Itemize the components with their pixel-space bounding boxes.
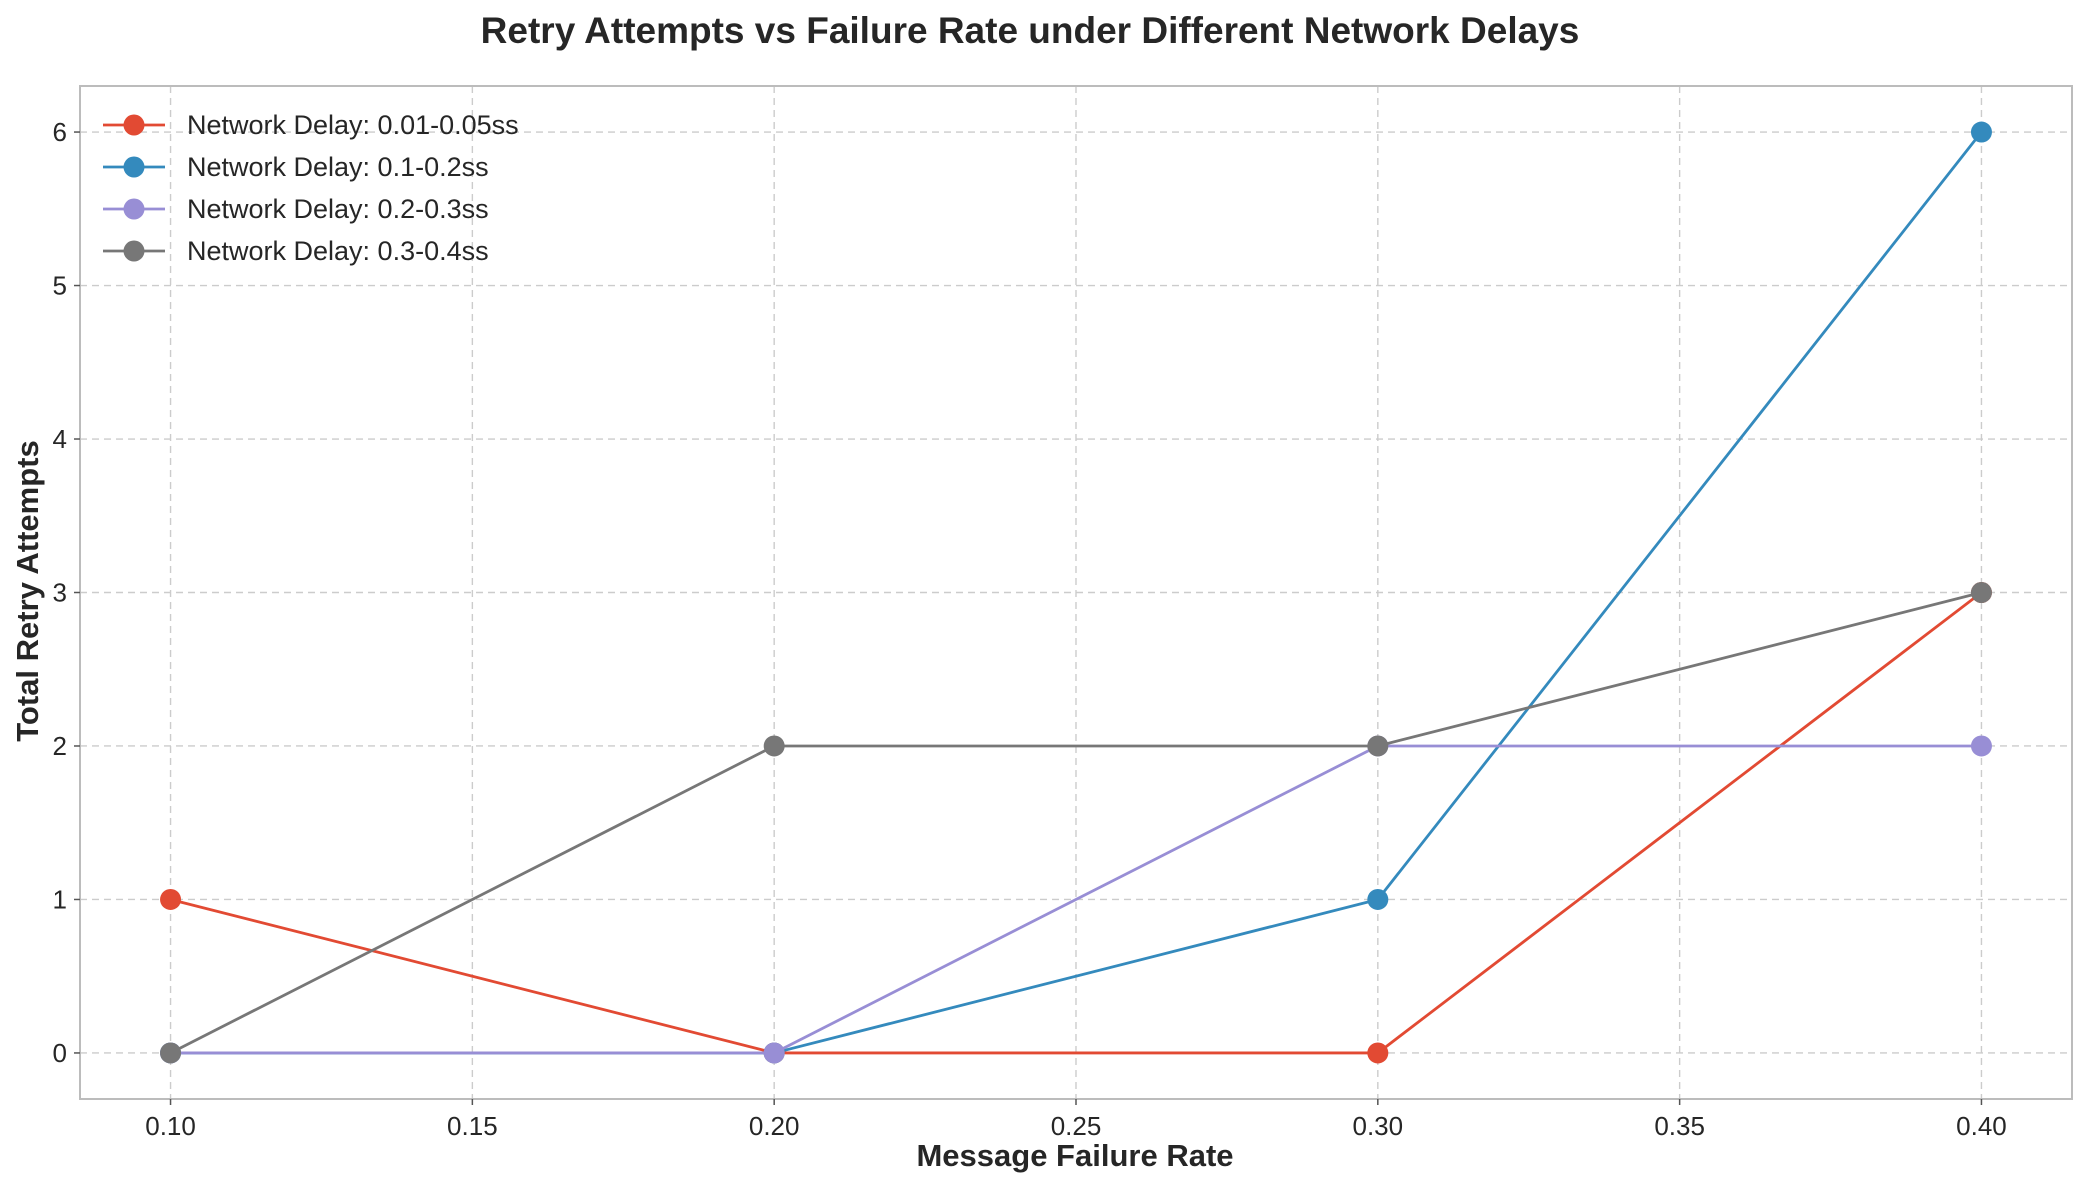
data-point — [1367, 735, 1389, 757]
legend-marker — [123, 156, 145, 178]
x-tick-label: 0.20 — [749, 1111, 800, 1141]
legend-marker — [123, 114, 145, 136]
data-point — [160, 1042, 182, 1064]
y-tick-label: 0 — [53, 1038, 67, 1068]
data-point — [1367, 888, 1389, 910]
legend-label: Network Delay: 0.3-0.4ss — [187, 236, 489, 266]
data-point — [763, 735, 785, 757]
data-point — [1970, 735, 1992, 757]
y-tick-label: 4 — [53, 424, 67, 454]
legend-marker — [123, 198, 145, 220]
series-group — [160, 121, 1992, 1064]
x-tick-label: 0.35 — [1654, 1111, 1705, 1141]
y-tick-label: 1 — [53, 884, 67, 914]
y-axis-label: Total Retry Attempts — [10, 440, 45, 741]
legend-item: Network Delay: 0.01-0.05ss — [103, 110, 519, 140]
series-line — [169, 591, 1982, 1055]
y-axis-ticks: 0 1 2 3 4 5 6 — [53, 117, 80, 1068]
legend-marker — [123, 240, 145, 262]
data-point — [1970, 121, 1992, 143]
data-point — [763, 1042, 785, 1064]
legend-item: Network Delay: 0.2-0.3ss — [103, 194, 489, 224]
data-point — [160, 888, 182, 910]
legend: Network Delay: 0.01-0.05ss Network Delay:… — [103, 110, 519, 266]
series-line — [170, 744, 1982, 1055]
x-axis-label: Message Failure Rate — [916, 1138, 1233, 1173]
legend-label: Network Delay: 0.01-0.05ss — [187, 110, 519, 140]
legend-label: Network Delay: 0.1-0.2ss — [187, 152, 489, 182]
x-axis-ticks: 0.10 0.15 0.20 0.25 0.30 0.35 0.40 — [145, 1099, 2007, 1141]
y-tick-label: 2 — [53, 731, 67, 761]
series-4 — [160, 582, 1992, 1064]
x-tick-label: 0.40 — [1956, 1111, 2007, 1141]
series-line — [170, 591, 1983, 1055]
chart-title: Retry Attempts vs Failure Rate under Dif… — [481, 10, 1580, 51]
x-tick-label: 0.10 — [145, 1111, 196, 1141]
y-tick-label: 3 — [53, 578, 67, 608]
legend-item: Network Delay: 0.3-0.4ss — [103, 236, 489, 266]
legend-label: Network Delay: 0.2-0.3ss — [187, 194, 489, 224]
x-tick-label: 0.30 — [1353, 1111, 1404, 1141]
x-tick-label: 0.15 — [447, 1111, 498, 1141]
y-tick-label: 5 — [53, 271, 67, 301]
data-point — [1367, 1042, 1389, 1064]
legend-item: Network Delay: 0.1-0.2ss — [103, 152, 489, 182]
y-tick-label: 6 — [53, 117, 67, 147]
data-point — [1970, 582, 1992, 603]
x-tick-label: 0.25 — [1051, 1111, 1102, 1141]
